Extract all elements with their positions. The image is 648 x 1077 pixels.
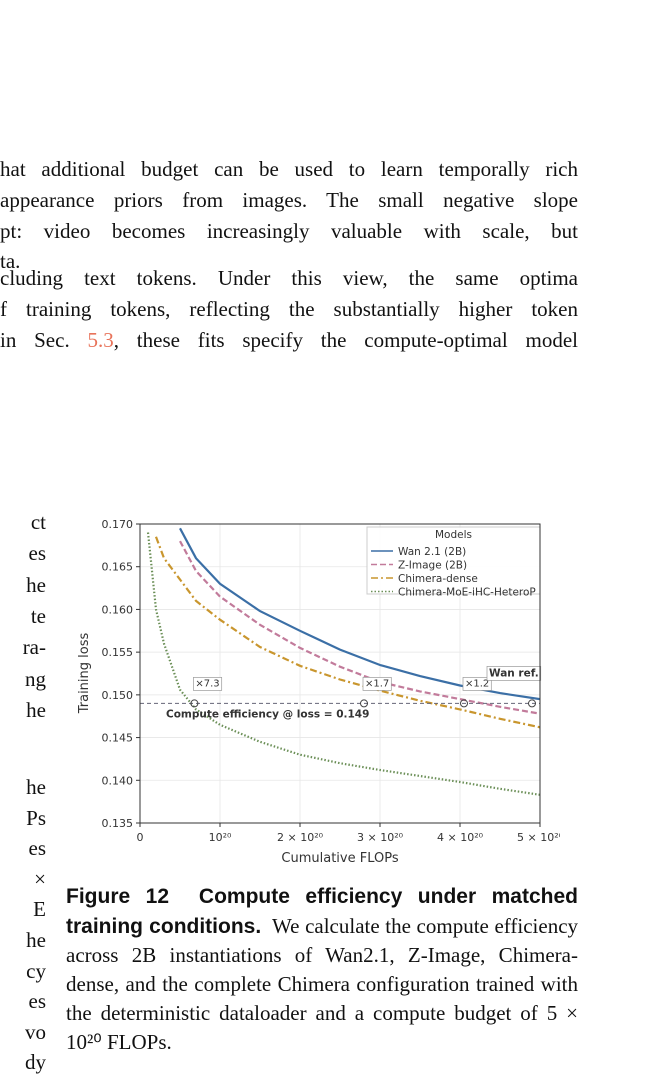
x-tick-label: 3 × 10²⁰ xyxy=(357,831,404,844)
reference-label: Compute efficiency @ loss = 0.149 xyxy=(166,708,369,720)
annotation-label: ×1.7 xyxy=(365,678,389,689)
reference-link: 5.3 xyxy=(87,327,114,352)
y-tick-label: 0.160 xyxy=(102,603,134,616)
annotation-box xyxy=(362,677,392,691)
text-fragment: he xyxy=(26,775,46,799)
annotation-label: Wan ref. xyxy=(489,667,539,679)
text-fragment: Ps xyxy=(26,805,46,830)
text-line: f training tokens, reflecting the substa… xyxy=(0,296,578,321)
figure-caption: Figure 12 Compute efficiency under match… xyxy=(66,882,578,1056)
x-tick-label: 2 × 10²⁰ xyxy=(277,831,324,844)
x-tick-label: 10²⁰ xyxy=(209,831,232,844)
legend-label: Chimera-MoE-iHC-HeteroP xyxy=(398,587,536,599)
paragraph: hat additional budget can be used to lea… xyxy=(0,154,578,277)
text-span: in Sec. xyxy=(0,327,88,352)
series-line xyxy=(179,540,540,715)
text-line: pt: video becomes increasingly valuable … xyxy=(0,218,578,243)
text-line: appearance priors from images. The small… xyxy=(0,187,578,212)
legend-title: Models xyxy=(435,529,472,541)
text-fragment: he xyxy=(26,572,46,597)
y-tick-label: 0.135 xyxy=(102,817,134,830)
reference-marker xyxy=(360,699,368,708)
text-fragment: vo xyxy=(25,1019,46,1044)
x-tick-label: 4 × 10²⁰ xyxy=(437,831,484,844)
text-fragment: cy xyxy=(26,958,46,983)
reference-marker xyxy=(528,699,536,708)
axes-frame xyxy=(139,523,541,824)
y-axis-label: Training loss xyxy=(77,633,92,715)
legend-label: Chimera-dense xyxy=(398,573,478,585)
caption-title: Compute efficiency under matched trainin… xyxy=(66,885,578,938)
legend-label: Z-Image (2B) xyxy=(398,560,467,572)
y-tick-label: 0.145 xyxy=(102,732,134,745)
text-line: in Sec. 5.3, these fits specify the comp… xyxy=(0,325,578,356)
text-fragment: es xyxy=(28,989,47,1014)
y-tick-label: 0.170 xyxy=(102,518,134,531)
y-tick-label: 0.140 xyxy=(102,774,134,787)
annotation-label: ×7.3 xyxy=(195,678,219,689)
text-fragment: he xyxy=(26,928,46,952)
series-line xyxy=(146,532,540,796)
text-fragment: es xyxy=(28,541,47,566)
annotation-box xyxy=(486,666,542,681)
annotation-box xyxy=(193,677,223,691)
text-line: ta. xyxy=(0,249,21,274)
text-fragment: E xyxy=(33,897,46,922)
text-fragment: dy xyxy=(25,1050,46,1075)
text-fragment: ng xyxy=(25,666,46,691)
text-fragment: te xyxy=(30,603,46,628)
series-line xyxy=(154,536,540,729)
text-line: cluding text tokens. Under this view, th… xyxy=(0,266,578,290)
x-axis-label: Cumulative FLOPs xyxy=(281,851,398,866)
chart: Compute efficiency @ loss = 0.149 ×7.3 ×1.… xyxy=(77,518,560,866)
text-fragment: × xyxy=(34,866,46,891)
text-span: , these fits specify the compute-optimal… xyxy=(113,327,578,352)
text-fragment: ra- xyxy=(22,635,46,660)
y-tick-label: 0.165 xyxy=(102,561,134,574)
text-fragment: ct xyxy=(30,510,46,534)
text-fragment: he xyxy=(26,697,46,722)
caption-label: Figure 12 xyxy=(66,885,170,908)
text-fragment: es xyxy=(28,836,47,861)
caption-text: We calculate the compute efficiency acro… xyxy=(66,913,579,1054)
reference-marker xyxy=(460,699,468,708)
paragraph: cluding text tokens. Under this view, th… xyxy=(0,263,578,355)
legend-label: Wan 2.1 (2B) xyxy=(398,546,466,558)
x-tick-label: 0 xyxy=(137,831,144,844)
annotation-box xyxy=(462,677,492,691)
x-tick-label: 5 × 10²⁰ xyxy=(517,831,560,844)
y-tick-label: 0.150 xyxy=(102,689,134,702)
annotation-label: ×1.2 xyxy=(465,678,489,689)
reference-marker xyxy=(190,699,199,708)
text-line: hat additional budget can be used to lea… xyxy=(0,157,578,181)
y-tick-label: 0.155 xyxy=(102,646,134,659)
legend-box xyxy=(366,526,541,595)
